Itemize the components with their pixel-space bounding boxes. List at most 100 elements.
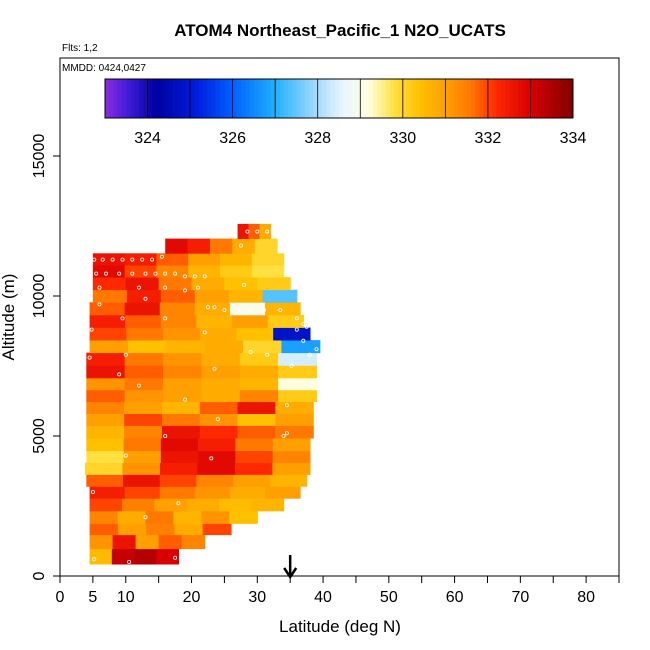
heatmap-cell xyxy=(86,389,126,403)
colorbar-swatch xyxy=(364,79,370,118)
sample-point xyxy=(140,257,145,262)
colorbar-swatch xyxy=(232,79,238,118)
colorbar-swatch xyxy=(360,79,366,118)
y-tick-label: 5000 xyxy=(31,418,48,454)
colorbar-swatch xyxy=(407,79,412,118)
heatmap-cell xyxy=(121,498,155,512)
colorbar-swatch xyxy=(168,79,174,118)
colorbar-swatch xyxy=(313,79,319,118)
sample-point xyxy=(248,307,253,312)
sample-point xyxy=(159,254,164,259)
colorbar-swatch xyxy=(194,79,200,118)
colorbar-swatch xyxy=(475,79,480,118)
heatmap-cell xyxy=(194,302,231,316)
colorbar-swatch xyxy=(436,79,442,118)
heatmap-cell xyxy=(124,265,158,278)
heatmap-cell xyxy=(201,510,230,524)
sample-point xyxy=(182,397,187,402)
colorbar-swatch xyxy=(270,79,276,118)
heatmap-cell xyxy=(278,377,318,391)
colorbar-swatch xyxy=(215,79,221,118)
colorbar-swatch xyxy=(300,79,306,118)
heatmap-cell xyxy=(194,486,231,499)
heatmap-cell xyxy=(163,377,202,391)
heatmap-cell xyxy=(237,425,276,439)
heatmap-cell xyxy=(86,474,124,487)
sample-point xyxy=(127,560,132,565)
heatmap-cell xyxy=(224,277,258,291)
heatmap-cell xyxy=(146,523,176,536)
heatmap-cell xyxy=(233,474,271,487)
heatmap-cell xyxy=(124,425,163,439)
colorbar-swatch xyxy=(347,79,353,118)
colorbar-swatch xyxy=(466,79,472,118)
heatmap-cell xyxy=(92,265,126,278)
colorbar-swatch xyxy=(326,79,331,118)
colorbar-swatch xyxy=(241,79,246,118)
heatmap-cell xyxy=(86,413,125,426)
heatmap-cell xyxy=(220,253,253,266)
sample-point xyxy=(173,555,178,560)
colorbar-swatch xyxy=(211,79,217,118)
colorbar-swatch xyxy=(198,79,204,118)
heatmap-cell xyxy=(156,265,189,278)
heatmap-cell xyxy=(89,498,123,512)
heatmap-cell xyxy=(166,340,206,354)
colorbar-swatch xyxy=(415,79,421,118)
heatmap-cell xyxy=(89,523,119,536)
colorbar-swatch xyxy=(343,79,348,118)
heatmap-cell xyxy=(198,450,236,463)
sample-point xyxy=(143,515,148,520)
sample-point xyxy=(143,296,148,301)
heatmap-cell xyxy=(201,389,241,403)
heatmap-cell xyxy=(84,462,124,475)
sample-point xyxy=(117,372,122,377)
heatmap-cell xyxy=(123,474,161,487)
colorbar-swatch xyxy=(126,79,132,118)
colorbar-swatch xyxy=(538,79,544,118)
colorbar-swatch xyxy=(377,79,383,118)
heatmap-cell xyxy=(237,401,276,414)
sample-point xyxy=(265,352,270,357)
heatmap-cell xyxy=(135,534,160,550)
colorbar-tick-label: 334 xyxy=(560,130,587,147)
colorbar-swatch xyxy=(253,79,259,118)
sample-point xyxy=(110,257,115,262)
sample-point xyxy=(120,316,125,321)
colorbar: 324 326 328 330 332 334 xyxy=(104,78,587,147)
heatmap-cell xyxy=(204,340,244,354)
sample-point xyxy=(117,271,122,276)
sample-point xyxy=(238,243,243,248)
dates-label: MMDD: 0424,0427 xyxy=(62,63,146,74)
colorbar-swatch xyxy=(547,79,553,118)
heatmap-cell xyxy=(254,238,278,254)
heatmap-cell xyxy=(125,314,162,328)
y-axis: 0 5000 10000 15000 xyxy=(31,134,60,580)
colorbar-swatch xyxy=(368,79,374,118)
colorbar-swatch xyxy=(224,79,229,118)
sample-point xyxy=(202,330,207,335)
heatmap-cell xyxy=(86,401,125,414)
colorbar-tick-label: 328 xyxy=(304,130,331,147)
heatmap-cell xyxy=(275,425,314,439)
colorbar-swatch xyxy=(479,79,485,118)
x-axis: 0 5 10 20 30 40 50 60 70 80 xyxy=(56,576,620,606)
colorbar-swatch xyxy=(500,79,506,118)
sample-point xyxy=(163,316,168,321)
colorbar-swatch xyxy=(428,79,434,118)
colorbar-frame xyxy=(104,78,574,119)
heatmap-cell xyxy=(145,510,175,524)
heatmap-cell xyxy=(272,462,311,475)
heatmap-cell xyxy=(232,238,256,254)
sample-point xyxy=(314,347,319,352)
x-axis-label: Latitude (deg N) xyxy=(279,617,401,636)
heatmap-cell xyxy=(124,302,161,316)
x-tick-label: 5 xyxy=(88,589,97,606)
colorbar-swatch xyxy=(117,79,123,118)
heatmap-cell xyxy=(174,523,204,536)
heatmap-cell xyxy=(123,450,162,463)
heatmap-cell xyxy=(86,377,126,391)
heatmap-cell xyxy=(264,302,301,316)
heatmap-cell xyxy=(198,438,236,452)
